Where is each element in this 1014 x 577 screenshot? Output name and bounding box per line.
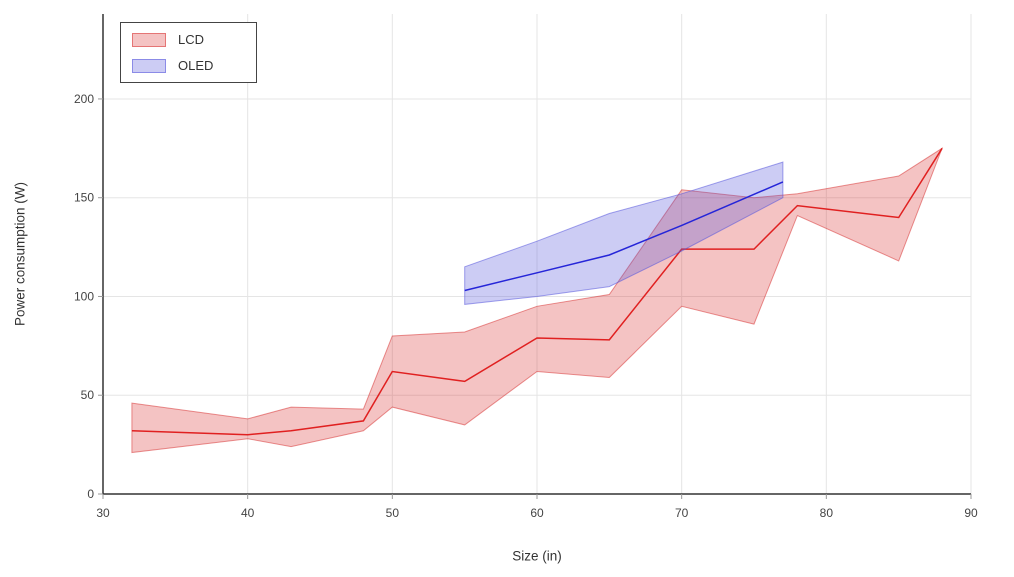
legend: LCD OLED — [120, 22, 257, 83]
x-tick-label: 70 — [675, 506, 689, 520]
legend-item-oled[interactable]: OLED — [132, 58, 240, 73]
oled-swatch-icon — [132, 58, 166, 73]
legend-label-oled: OLED — [178, 58, 214, 73]
x-tick-label: 50 — [386, 506, 400, 520]
oled-uncertainty-band — [464, 161, 784, 305]
y-tick-label: 150 — [74, 191, 94, 205]
x-tick-label: 90 — [964, 506, 978, 520]
y-tick-label: 0 — [87, 487, 94, 501]
legend-item-lcd[interactable]: LCD — [132, 32, 240, 47]
y-tick-label: 100 — [74, 289, 94, 303]
y-axis-label: Power consumption (W) — [12, 181, 28, 327]
lcd-swatch-icon — [132, 32, 166, 47]
legend-label-lcd: LCD — [178, 32, 205, 47]
y-tick-label: 50 — [81, 388, 95, 402]
y-tick-label: 200 — [74, 92, 94, 106]
x-axis-label: Size (in) — [512, 548, 562, 564]
oled-mean-line — [464, 181, 784, 292]
x-tick-label: 60 — [530, 506, 544, 520]
lcd-mean-line — [131, 147, 943, 436]
lcd-uncertainty-band — [131, 147, 944, 454]
x-tick-label: 40 — [241, 506, 255, 520]
x-tick-label: 30 — [96, 506, 110, 520]
x-tick-label: 80 — [820, 506, 834, 520]
